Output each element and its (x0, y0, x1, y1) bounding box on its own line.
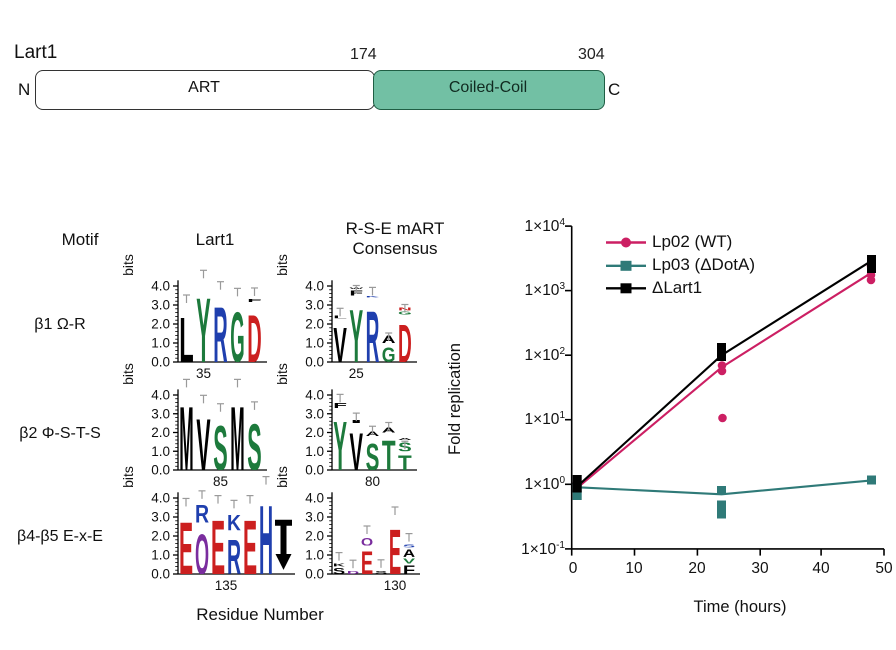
svg-text:1.0: 1.0 (305, 444, 324, 459)
svg-text:V: V (333, 318, 346, 373)
svg-text:V: V (350, 424, 364, 482)
svg-text:M: M (230, 388, 244, 489)
svg-text:Q: Q (195, 523, 209, 588)
svg-text:T: T (398, 451, 412, 475)
svg-text:0.0: 0.0 (305, 463, 324, 478)
svg-text:3.0: 3.0 (305, 510, 324, 525)
svg-text:D: D (247, 301, 261, 377)
svg-text:3.0: 3.0 (305, 406, 324, 421)
svg-text:F: F (403, 564, 415, 577)
svg-text:1.0: 1.0 (151, 548, 170, 563)
svg-text:130: 130 (384, 578, 407, 593)
svg-text:2.0: 2.0 (305, 425, 324, 440)
svg-text:2.0: 2.0 (151, 529, 170, 544)
svg-text:4.0: 4.0 (151, 491, 170, 506)
svg-text:3.0: 3.0 (305, 298, 324, 313)
svg-text:H: H (259, 487, 273, 597)
svg-text:R: R (366, 298, 380, 379)
svg-text:4.0: 4.0 (305, 388, 324, 403)
svg-text:S: S (366, 436, 380, 478)
svg-text:2.0: 2.0 (151, 425, 170, 440)
svg-text:S: S (247, 412, 261, 485)
svg-text:3.0: 3.0 (151, 510, 170, 525)
svg-text:R: R (227, 529, 241, 584)
svg-text:L: L (179, 305, 193, 377)
svg-text:0.0: 0.0 (305, 567, 324, 582)
svg-text:M: M (179, 388, 193, 489)
svg-text:G: G (382, 343, 396, 367)
svg-text:2.0: 2.0 (305, 317, 324, 332)
svg-text:0.0: 0.0 (151, 463, 170, 478)
svg-text:4.0: 4.0 (305, 491, 324, 506)
svg-text:1.0: 1.0 (151, 336, 170, 351)
svg-text:4.0: 4.0 (305, 279, 324, 294)
svg-text:G: G (230, 299, 244, 378)
svg-text:2.0: 2.0 (305, 529, 324, 544)
svg-text:S: S (333, 567, 346, 577)
svg-text:E: E (179, 507, 193, 590)
svg-text:R: R (213, 292, 227, 380)
svg-text:1.0: 1.0 (305, 336, 324, 351)
svg-text:35: 35 (196, 366, 211, 381)
svg-text:D: D (398, 314, 412, 374)
svg-text:85: 85 (213, 474, 228, 489)
svg-text:0.0: 0.0 (151, 567, 170, 582)
svg-text:0.0: 0.0 (305, 355, 324, 370)
svg-text:1.0: 1.0 (151, 444, 170, 459)
svg-text:25: 25 (349, 366, 364, 381)
svg-text:0.0: 0.0 (151, 355, 170, 370)
svg-text:2.0: 2.0 (151, 317, 170, 332)
svg-text:T: T (382, 433, 396, 480)
svg-text:4.0: 4.0 (151, 279, 170, 294)
svg-text:3.0: 3.0 (151, 298, 170, 313)
svg-text:V: V (196, 405, 210, 486)
svg-text:E: E (243, 504, 257, 590)
svg-text:3.0: 3.0 (151, 406, 170, 421)
svg-text:E: E (361, 545, 373, 582)
svg-text:1.0: 1.0 (305, 548, 324, 563)
svg-text:Y: Y (333, 406, 347, 485)
svg-text:4.0: 4.0 (151, 388, 170, 403)
svg-text:135: 135 (215, 578, 238, 593)
svg-text:80: 80 (365, 474, 380, 489)
